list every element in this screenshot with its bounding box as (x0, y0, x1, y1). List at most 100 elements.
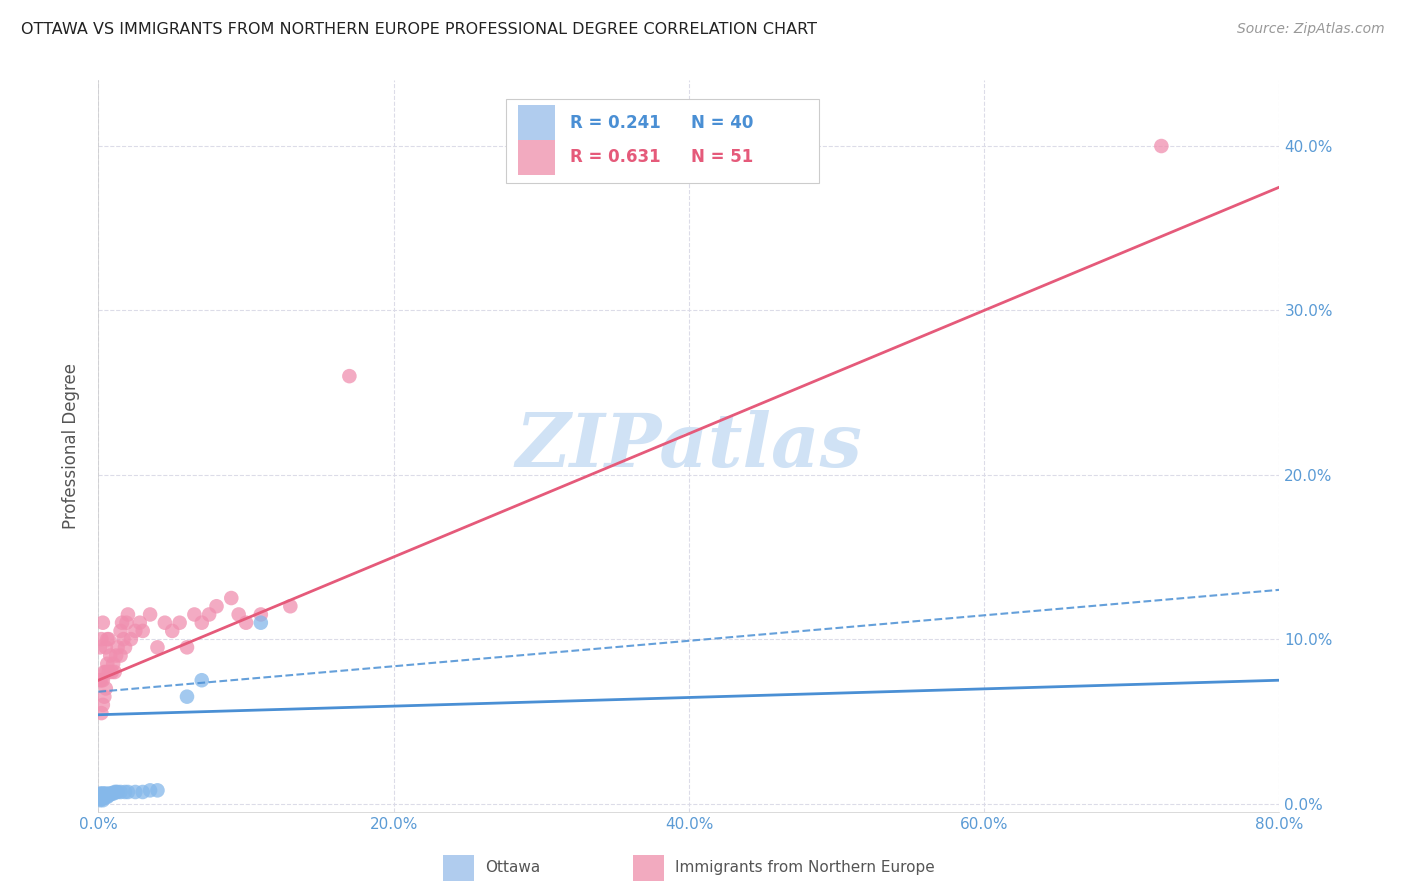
Point (91, 673, 114, 688)
Point (97, 789, 120, 803)
Point (93, 789, 115, 803)
FancyBboxPatch shape (517, 105, 555, 140)
Point (94, 665, 117, 679)
Point (105, 785, 128, 799)
Point (89, 789, 111, 803)
Point (96, 632, 118, 647)
Point (91, 791, 114, 805)
Point (115, 615, 138, 630)
Point (183, 607, 205, 622)
Point (235, 615, 257, 630)
Point (124, 624, 146, 638)
Point (91, 787, 114, 801)
Point (205, 599, 228, 614)
FancyBboxPatch shape (517, 139, 555, 175)
Text: R = 0.241: R = 0.241 (569, 113, 661, 132)
Point (94, 787, 117, 801)
Point (93, 789, 115, 804)
Point (114, 785, 136, 799)
Point (100, 787, 122, 801)
Point (90, 632, 112, 647)
Point (132, 785, 155, 799)
Point (94, 789, 117, 804)
Point (94, 681, 117, 696)
Point (100, 665, 122, 679)
Point (91, 789, 114, 803)
Point (96, 789, 118, 803)
Text: N = 40: N = 40 (692, 113, 754, 132)
Point (124, 785, 146, 799)
Point (112, 632, 135, 647)
Text: ZIPatlas: ZIPatlas (516, 409, 862, 483)
Point (117, 785, 139, 799)
Point (97, 787, 120, 801)
Point (89, 640, 111, 655)
Point (191, 615, 214, 630)
Point (176, 690, 198, 704)
Point (110, 624, 132, 638)
Text: Source: ZipAtlas.com: Source: ZipAtlas.com (1237, 22, 1385, 37)
Point (90, 787, 112, 801)
Point (278, 599, 302, 614)
Point (104, 665, 127, 679)
Point (91, 789, 114, 804)
Point (93, 787, 115, 801)
Point (1150, 139, 1173, 153)
Point (198, 607, 221, 622)
Point (90, 791, 112, 805)
Point (96, 657, 118, 671)
Text: Ottawa: Ottawa (485, 861, 540, 875)
Point (89, 789, 111, 804)
Point (250, 607, 273, 622)
Point (98, 648, 121, 663)
Point (90, 789, 112, 803)
Point (97, 665, 120, 679)
Point (94, 640, 117, 655)
Point (89, 787, 111, 801)
Point (89, 673, 111, 688)
Point (176, 640, 198, 655)
Text: R = 0.631: R = 0.631 (569, 148, 661, 166)
Point (114, 640, 136, 655)
Point (139, 783, 162, 797)
Point (103, 657, 125, 671)
Point (110, 648, 132, 663)
Point (103, 787, 125, 801)
Point (91, 698, 114, 712)
Point (89, 793, 111, 807)
Point (339, 369, 360, 384)
Point (107, 785, 129, 799)
Point (107, 640, 129, 655)
Text: Immigrants from Northern Europe: Immigrants from Northern Europe (675, 861, 935, 875)
Point (91, 793, 114, 807)
Point (110, 785, 132, 799)
Point (104, 785, 127, 799)
Point (146, 783, 169, 797)
Point (132, 624, 155, 638)
Point (111, 615, 134, 630)
Point (250, 615, 273, 630)
Point (117, 607, 139, 622)
Point (97, 632, 120, 647)
Point (90, 706, 112, 720)
Point (105, 648, 128, 663)
Point (93, 690, 115, 704)
Point (90, 789, 112, 804)
Point (219, 591, 242, 605)
Point (128, 615, 150, 630)
Point (191, 673, 214, 688)
Point (162, 624, 183, 638)
Point (98, 787, 121, 801)
Y-axis label: Professional Degree: Professional Degree (62, 363, 80, 529)
FancyBboxPatch shape (506, 99, 818, 183)
Text: N = 51: N = 51 (692, 148, 754, 166)
Point (93, 665, 115, 679)
Point (228, 607, 250, 622)
Point (90, 673, 112, 688)
Point (153, 615, 176, 630)
Point (169, 615, 191, 630)
Point (139, 607, 162, 622)
Point (91, 615, 114, 630)
Point (120, 632, 142, 647)
Point (94, 789, 117, 803)
